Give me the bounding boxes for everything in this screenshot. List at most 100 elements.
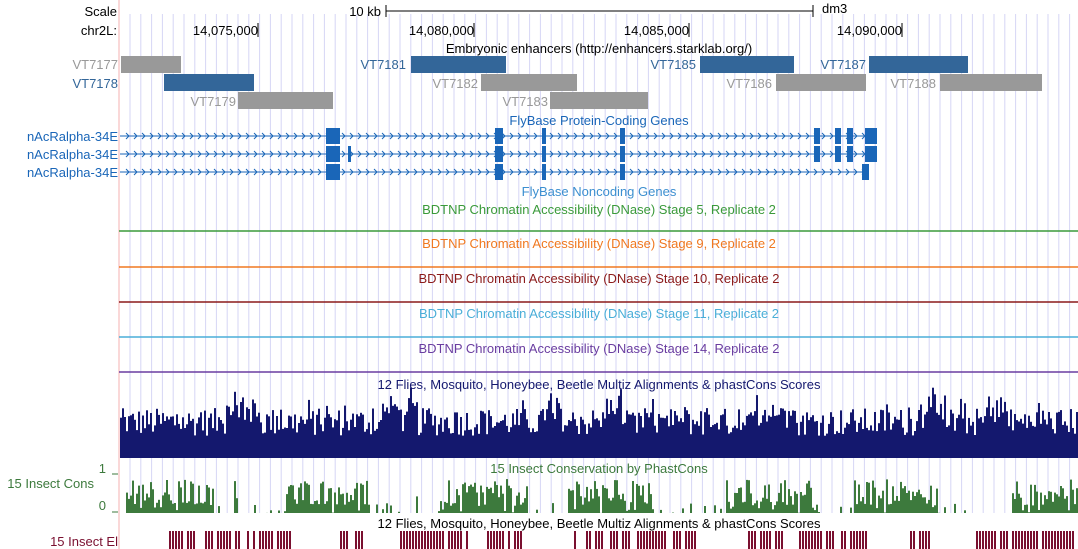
strand-arrow [781, 168, 786, 176]
conservation-bar [900, 481, 902, 513]
conservation-bar [142, 484, 144, 513]
multiz-bar [674, 411, 676, 458]
conservation-bar [1046, 499, 1048, 513]
conserved-element [439, 531, 441, 549]
multiz-bar [600, 427, 602, 458]
conservation-bar [150, 482, 152, 513]
strand-arrow [381, 168, 386, 176]
strand-arrow [741, 132, 746, 140]
genes-track-title[interactable]: FlyBase Protein-Coding Genes [509, 113, 689, 128]
strand-arrow [397, 168, 402, 176]
multiz-track-title[interactable]: 12 Flies, Mosquito, Honeybee, Beetle Mul… [377, 377, 821, 392]
dnase-track-title[interactable]: BDTNP Chromatin Accessibility (DNase) St… [422, 202, 776, 217]
conservation-bar [578, 484, 580, 513]
enhancer-label[interactable]: VT7183 [502, 94, 548, 109]
multiz-bar [250, 421, 252, 458]
multiz-bar [1020, 418, 1022, 458]
conservation-bar [762, 497, 764, 513]
multiz-bar [358, 416, 360, 458]
conservation-bar [1044, 495, 1046, 513]
multiz-bar [252, 399, 254, 458]
multiz-bar [836, 431, 838, 458]
multiz-bar [318, 408, 320, 458]
strand-arrow [133, 132, 138, 140]
enhancer-label[interactable]: VT7186 [726, 76, 772, 91]
gene-label[interactable]: nAcRalpha-34E [26, 129, 118, 144]
enhancer-label[interactable]: VT7182 [432, 76, 478, 91]
dnase-track-title[interactable]: BDTNP Chromatin Accessibility (DNase) St… [418, 341, 780, 356]
dnase-track-title[interactable]: BDTNP Chromatin Accessibility (DNase) St… [418, 271, 780, 286]
multiz-bar [530, 432, 532, 458]
conservation-track-label[interactable]: 15 Insect Cons [7, 476, 94, 491]
multiz-bar [992, 407, 994, 458]
enhancer-bar [700, 56, 794, 73]
enhancer-label[interactable]: VT7188 [890, 76, 936, 91]
conservation-bar [330, 488, 332, 513]
enhancers-track-title[interactable]: Embryonic enhancers (http://enhancers.st… [445, 41, 753, 56]
gene-exon [542, 164, 546, 180]
noncoding-track-title[interactable]: FlyBase Noncoding Genes [521, 184, 677, 199]
elements-track-label[interactable]: 15 Insect El [50, 534, 118, 549]
strand-arrow [821, 168, 826, 176]
strand-arrow [421, 168, 426, 176]
strand-arrow [749, 132, 754, 140]
strand-arrow [141, 150, 146, 158]
multiz-bar [596, 418, 598, 458]
conservation-bar [856, 504, 858, 513]
conservation-bar [574, 509, 576, 513]
enhancer-label[interactable]: VT7187 [820, 57, 866, 72]
multiz-bar [198, 417, 200, 458]
conservation-bar [516, 495, 518, 513]
multiz-bar [172, 416, 174, 458]
multiz-bar [546, 409, 548, 458]
conserved-element [508, 531, 510, 549]
dnase-track-title[interactable]: BDTNP Chromatin Accessibility (DNase) St… [418, 306, 780, 321]
strand-arrow [589, 132, 594, 140]
multiz-bar [238, 417, 240, 458]
multiz-bar [938, 414, 940, 458]
strand-arrow [445, 132, 450, 140]
gene-exon [542, 146, 546, 162]
strand-arrow [509, 150, 514, 158]
strand-arrow [349, 168, 354, 176]
strand-arrow [525, 168, 530, 176]
conserved-element [1057, 531, 1059, 549]
multiz-bar [762, 415, 764, 458]
conservation-bar [164, 492, 166, 513]
strand-arrow [397, 150, 402, 158]
conserved-element [754, 531, 756, 549]
multiz-bar [492, 427, 494, 458]
conservation-bar [194, 504, 196, 513]
multiz-bar [158, 414, 160, 458]
enhancer-label[interactable]: VT7179 [190, 94, 236, 109]
enhancer-label[interactable]: VT7178 [72, 76, 118, 91]
conservation-bar [460, 511, 462, 513]
enhancer-label[interactable]: VT7181 [360, 57, 406, 72]
conserved-element [1027, 531, 1029, 549]
conservation-bar [1056, 494, 1058, 513]
gene-label[interactable]: nAcRalpha-34E [26, 147, 118, 162]
conservation-track-title[interactable]: 15 Insect Conservation by PhastCons [490, 461, 708, 476]
strand-arrow [421, 150, 426, 158]
multiz-bar [286, 428, 288, 458]
strand-arrow [653, 132, 658, 140]
conservation-bar [764, 485, 766, 513]
conserved-element [1051, 531, 1053, 549]
strand-arrow [709, 168, 714, 176]
conservation-bar [582, 504, 584, 513]
multiz-bar [178, 423, 180, 458]
conserved-element [760, 531, 762, 549]
strand-arrow [173, 168, 178, 176]
coord-label: 14,080,000 [408, 23, 474, 38]
conserved-element [925, 531, 927, 549]
enhancer-label[interactable]: VT7177 [72, 57, 118, 72]
conservation-bar [934, 505, 936, 513]
gene-label[interactable]: nAcRalpha-34E [26, 165, 118, 180]
multiz-bar [1072, 428, 1074, 458]
elements-track-title[interactable]: 12 Flies, Mosquito, Honeybee, Beetle Mul… [377, 516, 821, 531]
dnase-track-title[interactable]: BDTNP Chromatin Accessibility (DNase) St… [422, 236, 776, 251]
multiz-bar [344, 405, 346, 458]
enhancer-label[interactable]: VT7185 [650, 57, 696, 72]
multiz-bar [604, 418, 606, 458]
